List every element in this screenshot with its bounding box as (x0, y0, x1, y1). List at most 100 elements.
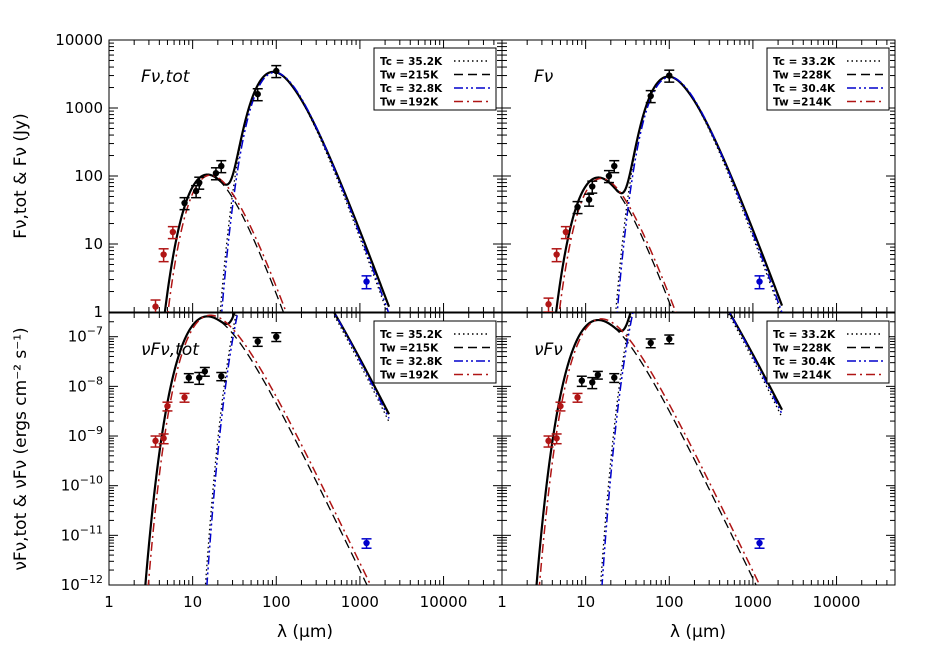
point-marker (164, 402, 171, 410)
data-point (194, 176, 205, 190)
data-point (551, 433, 562, 445)
model-total-curve (555, 75, 784, 312)
point-marker (666, 72, 673, 79)
x-axis-title: λ (μm) (277, 622, 333, 642)
point-marker (756, 278, 763, 285)
data-point (271, 332, 282, 343)
model-cold-dotted-curve (204, 313, 390, 585)
y-ticks (109, 39, 502, 313)
model-total-curve (535, 313, 783, 585)
y-axis-title-top: Fν,tot & Fν (Jy) (11, 113, 31, 239)
x-tick-label: 10000 (813, 593, 861, 611)
data-point (645, 89, 656, 104)
point-marker (545, 301, 552, 308)
x-tick-label: 100 (262, 593, 291, 611)
point-marker (611, 374, 618, 381)
data-point (167, 225, 178, 240)
data-point (361, 538, 372, 549)
legend-label: Tw =228K (773, 343, 832, 355)
point-marker (160, 251, 167, 258)
y-tick-label: 100 (74, 167, 103, 185)
data-point (150, 435, 161, 448)
point-marker (273, 67, 280, 75)
legend-box (373, 320, 497, 384)
model-warm-dashed-curve (164, 173, 285, 312)
data-point (592, 370, 603, 380)
legend-label: Tw =192K (380, 97, 439, 109)
point-marker (562, 228, 570, 236)
legend-box (766, 47, 890, 111)
point-marker (254, 338, 261, 345)
legend-label: Tc = 30.4K (773, 356, 836, 368)
point-marker (363, 278, 370, 285)
data-point (162, 401, 173, 412)
data-point (551, 248, 562, 263)
data-point (179, 196, 190, 211)
model-cold-blue-curve (220, 71, 390, 312)
point-marker (160, 435, 167, 442)
point-marker (605, 172, 613, 180)
model-warm-red-curve (538, 318, 761, 585)
y-ticks (502, 312, 895, 586)
data-point (587, 180, 598, 194)
legend-label: Tc = 35.2K (380, 56, 443, 68)
y-axis-title-bottom: νFν,tot & νFν (ergs cm⁻² s⁻¹) (11, 327, 31, 570)
data-point (584, 193, 595, 207)
legend-label: Tw =228K (773, 70, 832, 82)
x-tick-label: 10000 (420, 593, 468, 611)
y-tick-exponent: −7 (87, 325, 103, 338)
x-tick-label: 10 (183, 593, 202, 611)
model-cold-dotted-curve (599, 313, 783, 585)
model-cold-dotted-curve (219, 71, 388, 312)
point-marker (553, 435, 560, 442)
point-marker (181, 394, 188, 401)
point-marker (557, 402, 564, 410)
model-cold-dotted-curve (615, 75, 782, 312)
x-tick-label: 1 (104, 593, 114, 611)
point-marker (363, 539, 370, 547)
legend-box (373, 47, 497, 111)
data-point (543, 297, 554, 312)
data-points (150, 64, 372, 312)
y-tick-label: 10 (84, 235, 103, 253)
point-marker (254, 90, 261, 98)
data-point (150, 299, 161, 312)
data-point (271, 64, 282, 79)
data-point (252, 87, 263, 102)
data-point (587, 376, 598, 390)
y-tick-exponent: −8 (87, 374, 103, 387)
legend-label: Tc = 35.2K (380, 329, 443, 341)
point-marker (201, 368, 209, 375)
y-tick-label: 1000 (65, 99, 103, 117)
point-marker (218, 373, 225, 380)
data-point (216, 371, 227, 382)
point-marker (756, 539, 763, 547)
x-tick-label: 1 (497, 593, 507, 611)
data-point (194, 371, 205, 386)
y-tick-label: 10−9 (68, 424, 103, 445)
x-ticks (108, 40, 503, 312)
model-cold-blue-curve (601, 313, 783, 585)
legend-label: Tw =192K (380, 370, 439, 382)
data-point (158, 433, 169, 445)
data-point (572, 392, 583, 403)
panel-title: νFν,tot (141, 340, 200, 360)
data-point (576, 375, 587, 388)
legend-box (766, 320, 890, 384)
panel-bottom-left: 1 10 100 1000 10000 10−12 10−11 10−10 10−9 10−8 10… (61, 312, 503, 611)
point-marker (553, 251, 560, 258)
legend-label: Tc = 33.2K (773, 56, 836, 68)
y-tick-label: 10−10 (61, 474, 103, 495)
point-marker (152, 303, 159, 310)
point-marker (574, 394, 581, 401)
data-point (609, 159, 620, 174)
model-curves (144, 313, 390, 585)
y-tick-label: 10−11 (61, 523, 103, 544)
data-point (754, 538, 765, 549)
